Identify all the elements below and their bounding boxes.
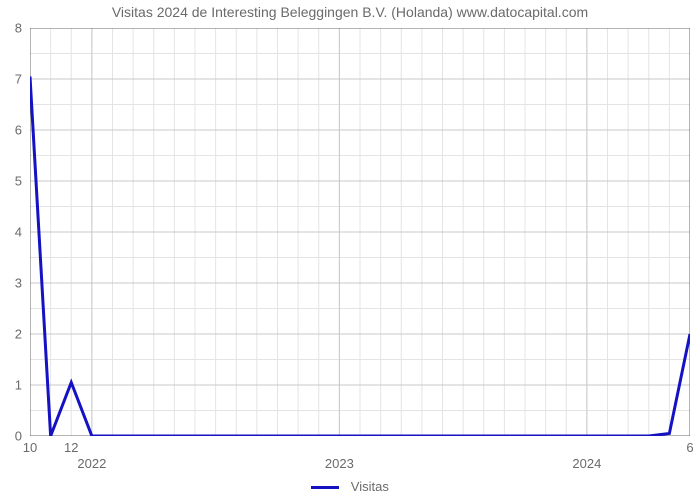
- y-tick-label: 4: [0, 225, 22, 240]
- y-tick-label: 6: [0, 123, 22, 138]
- x-major-tick-label: 2022: [77, 456, 106, 471]
- y-tick-label: 8: [0, 21, 22, 36]
- y-tick-label: 2: [0, 327, 22, 342]
- plot-area: [30, 28, 690, 436]
- legend: Visitas: [0, 479, 700, 494]
- line-chart-svg: [30, 28, 690, 436]
- x-minor-tick-label: 6: [686, 440, 693, 455]
- legend-label: Visitas: [351, 479, 389, 494]
- x-minor-tick-label: 10: [23, 440, 37, 455]
- x-minor-tick-label: 12: [64, 440, 78, 455]
- chart-title: Visitas 2024 de Interesting Beleggingen …: [0, 4, 700, 20]
- y-tick-label: 0: [0, 429, 22, 444]
- y-tick-label: 1: [0, 378, 22, 393]
- x-major-tick-label: 2023: [325, 456, 354, 471]
- x-major-tick-label: 2024: [572, 456, 601, 471]
- chart-container: Visitas 2024 de Interesting Beleggingen …: [0, 0, 700, 500]
- y-tick-label: 5: [0, 174, 22, 189]
- y-tick-label: 7: [0, 72, 22, 87]
- y-tick-label: 3: [0, 276, 22, 291]
- legend-swatch: [311, 486, 339, 489]
